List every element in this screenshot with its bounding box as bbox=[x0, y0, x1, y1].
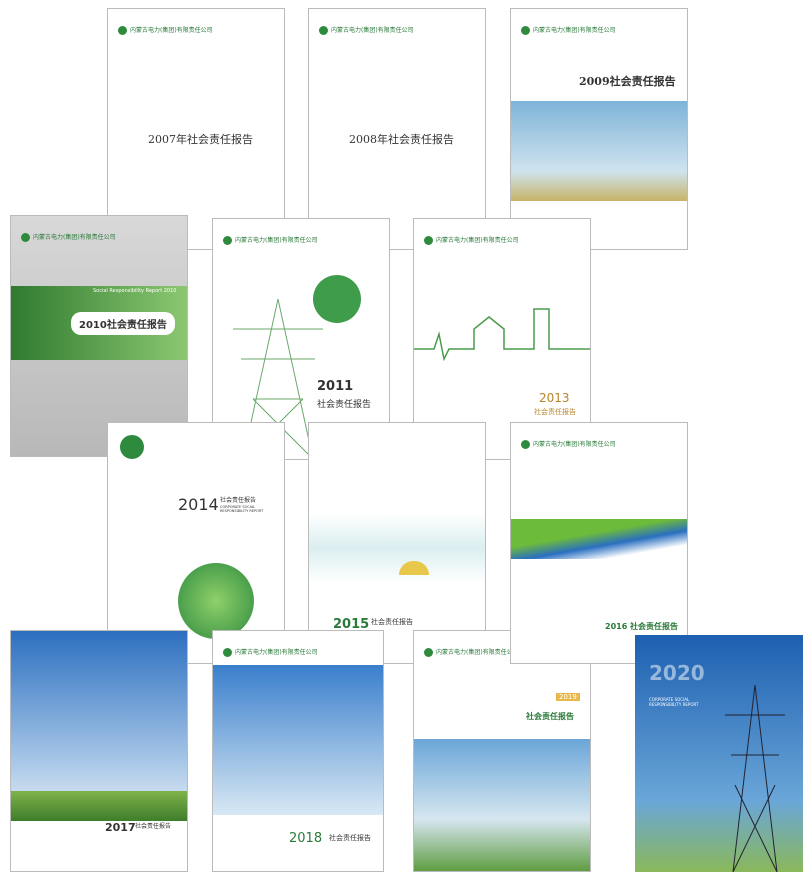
cover: 2015 社会责任报告 bbox=[308, 422, 486, 664]
cover-title: 社会责任报告 bbox=[220, 495, 256, 504]
cover-title: 2007年社会责任报告 bbox=[148, 131, 253, 147]
cover-title: 2008年社会责任报告 bbox=[349, 131, 454, 147]
year: 2020 bbox=[649, 661, 705, 685]
cover: 2014 社会责任报告 CORPORATE SOCIAL RESPONSIBIL… bbox=[107, 422, 285, 664]
photo bbox=[213, 665, 383, 815]
cover-title: 社会责任报告 bbox=[534, 407, 576, 417]
cover-title: 2010社会责任报告 bbox=[71, 312, 175, 335]
cover-title: 社会责任报告 bbox=[317, 397, 371, 410]
grass bbox=[11, 791, 187, 821]
subtitle: Social Responsibility Report 2010 bbox=[93, 288, 176, 294]
year: 2013 bbox=[539, 391, 570, 405]
cover-title: 社会责任报告 bbox=[135, 821, 171, 830]
year: 2018 bbox=[289, 831, 322, 846]
year: 2017 bbox=[105, 821, 136, 834]
company: 内蒙古电力(集团)有限责任公司 bbox=[21, 232, 116, 242]
cover: 内蒙古电力(集团)有限责任公司 Social Responsibility Re… bbox=[10, 215, 188, 457]
photo bbox=[511, 101, 687, 201]
cover: 内蒙古电力(集团)有限责任公司 2016 社会责任报告 bbox=[510, 422, 688, 664]
cover-title: 2016 社会责任报告 bbox=[605, 621, 678, 632]
company: 内蒙古电力(集团)有限责任公司 bbox=[424, 235, 519, 245]
landscape bbox=[309, 513, 485, 583]
subtitle: CORPORATE SOCIAL RESPONSIBILITY REPORT bbox=[220, 505, 280, 513]
cover-title: 社会责任报告 bbox=[371, 617, 413, 627]
year: 2019 bbox=[556, 693, 580, 701]
cover: 内蒙古电力(集团)有限责任公司 2009社会责任报告 bbox=[510, 8, 688, 250]
cover: 2020 CORPORATE SOCIAL RESPONSIBILITY REP… bbox=[635, 635, 803, 872]
cover: 内蒙古电力(集团)有限责任公司 2008年社会责任报告 bbox=[308, 8, 486, 250]
year: 2011 bbox=[317, 379, 353, 394]
cover-title: 社会责任报告 bbox=[526, 711, 574, 722]
year: 2014 bbox=[178, 495, 219, 514]
photo bbox=[414, 739, 590, 872]
subtitle: CORPORATE SOCIAL RESPONSIBILITY REPORT bbox=[649, 697, 709, 707]
cover: 内蒙古电力(集团)有限责任公司 2018 社会责任报告 bbox=[212, 630, 384, 872]
cover: 2017 社会责任报告 bbox=[10, 630, 188, 872]
company: 内蒙古电力(集团)有限责任公司 bbox=[521, 25, 616, 35]
company: 内蒙古电力(集团)有限责任公司 bbox=[118, 25, 213, 35]
cover-title: 2009社会责任报告 bbox=[579, 73, 676, 89]
company: 内蒙古电力(集团)有限责任公司 bbox=[223, 235, 318, 245]
globe bbox=[178, 563, 254, 639]
company: 内蒙古电力(集团)有限责任公司 bbox=[521, 439, 616, 449]
cover: 内蒙古电力(集团)有限责任公司 2019 社会责任报告 bbox=[413, 630, 591, 872]
cover: 内蒙古电力(集团)有限责任公司 2007年社会责任报告 bbox=[107, 8, 285, 250]
wave bbox=[511, 519, 687, 559]
company: 内蒙古电力(集团)有限责任公司 bbox=[223, 647, 318, 657]
skyline bbox=[414, 299, 591, 369]
cover-title: 社会责任报告 bbox=[329, 833, 371, 843]
company: 内蒙古电力(集团)有限责任公司 bbox=[319, 25, 414, 35]
page: 内蒙古电力(集团)有限责任公司 2007年社会责任报告 内蒙古电力(集团)有限责… bbox=[0, 0, 804, 872]
company: 内蒙古电力(集团)有限责任公司 bbox=[424, 647, 519, 657]
tower bbox=[725, 685, 785, 872]
logo bbox=[120, 435, 144, 459]
